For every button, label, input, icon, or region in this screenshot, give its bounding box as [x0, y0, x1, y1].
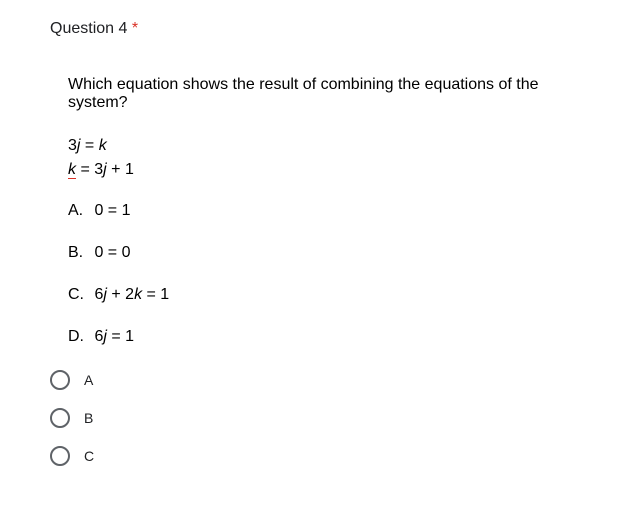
radio-option-b[interactable]: B	[50, 408, 584, 428]
eq2-coef: 3	[94, 161, 103, 178]
choice-c-eq: =	[142, 286, 160, 303]
radio-label-b: B	[84, 410, 93, 426]
eq1-equals: =	[80, 137, 98, 154]
choice-b-letter: B.	[68, 244, 90, 262]
question-header: Question 4 *	[50, 20, 584, 38]
radio-label-c: C	[84, 448, 94, 464]
choice-b: B. 0 = 0	[68, 244, 584, 262]
eq2-const: 1	[125, 161, 134, 178]
choice-c: C. 6j + 2k = 1	[68, 286, 584, 304]
choice-c-plus: +	[107, 286, 125, 303]
eq1-coef: 3	[68, 137, 77, 154]
eq2-var-k: k	[68, 161, 76, 179]
choice-c-var2: k	[134, 286, 142, 303]
eq2-equals: =	[76, 161, 94, 178]
choice-d: D. 6j = 1	[68, 328, 584, 346]
choice-a-text: 0 = 1	[94, 202, 130, 219]
radio-option-c[interactable]: C	[50, 446, 584, 466]
choice-c-letter: C.	[68, 286, 90, 304]
eq1-var-k: k	[99, 137, 107, 154]
eq2-plus: +	[107, 161, 125, 178]
choice-c-rhs: 1	[160, 286, 169, 303]
radio-option-a[interactable]: A	[50, 370, 584, 390]
question-prompt: Which equation shows the result of combi…	[50, 76, 584, 112]
choice-b-text: 0 = 0	[94, 244, 130, 261]
equation-1: 3j = k	[68, 134, 584, 158]
radio-label-a: A	[84, 372, 93, 388]
question-number: Question 4	[50, 20, 127, 37]
radio-circle-icon	[50, 408, 70, 428]
radio-group: A B C	[50, 370, 584, 466]
equation-2: k = 3j + 1	[68, 158, 584, 182]
radio-circle-icon	[50, 370, 70, 390]
radio-circle-icon	[50, 446, 70, 466]
answer-choices: A. 0 = 1 B. 0 = 0 C. 6j + 2k = 1 D. 6j =…	[50, 202, 584, 346]
required-marker: *	[132, 20, 138, 37]
choice-a-letter: A.	[68, 202, 90, 220]
choice-d-eq: =	[107, 328, 125, 345]
choice-d-rhs: 1	[125, 328, 134, 345]
choice-c-coef2: 2	[125, 286, 134, 303]
choice-a: A. 0 = 1	[68, 202, 584, 220]
choice-d-letter: D.	[68, 328, 90, 346]
equation-system: 3j = k k = 3j + 1	[50, 134, 584, 182]
